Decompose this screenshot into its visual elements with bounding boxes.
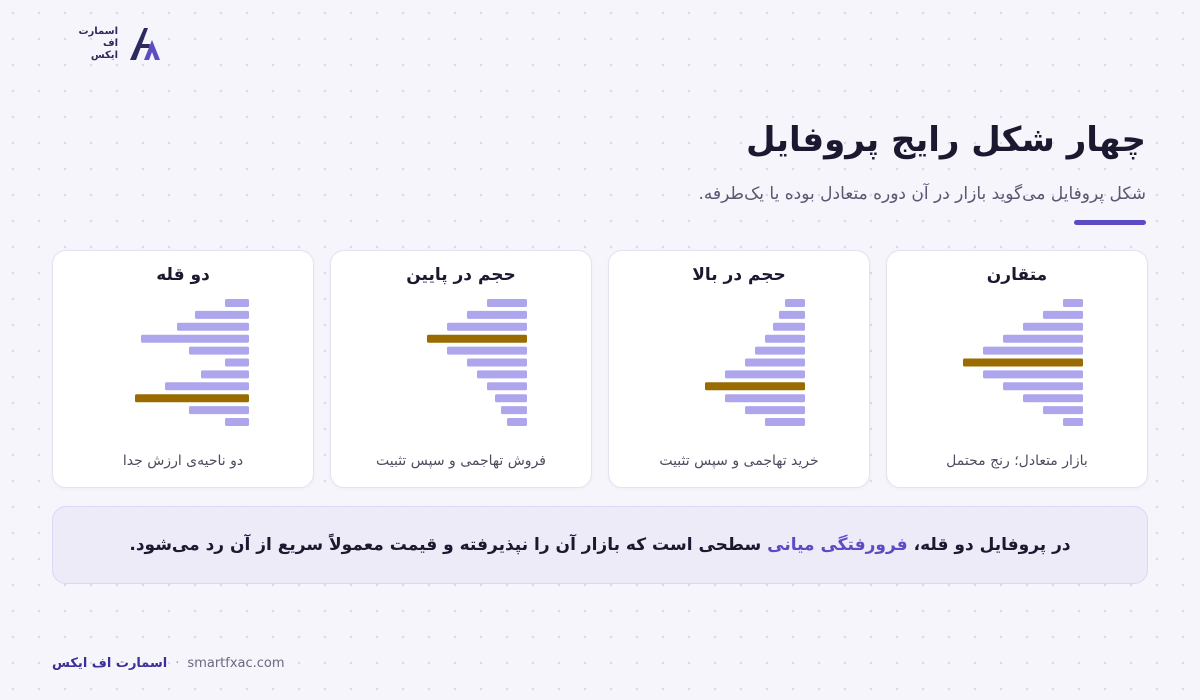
logo-wordmark: اسمارت اف ایکس bbox=[74, 26, 118, 62]
profile-bar bbox=[447, 322, 527, 331]
profile-bar bbox=[177, 322, 249, 331]
profile-bar-poc bbox=[705, 382, 805, 391]
profile-bar bbox=[495, 394, 527, 403]
profile-bar-poc bbox=[963, 358, 1083, 367]
card-caption: خرید تهاجمی و سپس تثبیت bbox=[659, 453, 819, 469]
profile-bar bbox=[755, 346, 805, 355]
brand-logo: اسمارت اف ایکس bbox=[74, 20, 174, 68]
logo-line-1: اسمارت bbox=[78, 26, 118, 37]
profile-bar bbox=[507, 418, 527, 426]
profile-bar bbox=[447, 346, 527, 355]
profile-chart bbox=[135, 299, 249, 426]
card-title: حجم در پایین bbox=[406, 265, 516, 285]
note-text: در پروفایل دو قله، فرورفتگی میانی سطحی ا… bbox=[129, 535, 1070, 555]
profile-bar bbox=[1023, 322, 1083, 331]
profile-bar bbox=[477, 370, 527, 379]
profile-bar bbox=[1003, 334, 1083, 343]
fx-logo-icon bbox=[130, 28, 160, 60]
profile-bar bbox=[779, 310, 805, 319]
footer: اسمارت اف ایکس · smartfxac.com bbox=[52, 656, 285, 671]
footer-site-link[interactable]: smartfxac.com bbox=[187, 656, 285, 671]
profile-bar bbox=[983, 346, 1083, 355]
profile-bar bbox=[225, 299, 249, 307]
profile-bar bbox=[1063, 299, 1083, 307]
footer-brand: اسمارت اف ایکس bbox=[52, 656, 168, 671]
profile-bar bbox=[725, 370, 805, 379]
profile-bar-poc bbox=[427, 334, 527, 343]
profile-chart bbox=[427, 299, 527, 426]
profile-bar bbox=[1023, 394, 1083, 403]
profile-bar bbox=[467, 310, 527, 319]
profile-bar bbox=[487, 382, 527, 391]
profile-bar bbox=[201, 370, 249, 379]
profile-bar bbox=[1043, 310, 1083, 319]
logo-line-2: اف bbox=[102, 38, 118, 49]
profile-bar bbox=[745, 358, 805, 367]
logo-line-3: ایکس bbox=[90, 50, 118, 61]
profile-chart bbox=[963, 299, 1083, 426]
profile-bar bbox=[165, 382, 249, 391]
profile-bar bbox=[501, 406, 527, 415]
profile-bar bbox=[189, 346, 249, 355]
card-title: متقارن bbox=[986, 265, 1048, 285]
profile-bar bbox=[725, 394, 805, 403]
profile-card-volume-bottom: حجم در پایین فروش تهاجمی و سپس تثبیت bbox=[330, 250, 592, 488]
card-caption: فروش تهاجمی و سپس تثبیت bbox=[376, 453, 546, 469]
profile-card-volume-top: حجم در بالا خرید تهاجمی و سپس تثبیت bbox=[608, 250, 870, 488]
footer-separator: · bbox=[175, 656, 180, 671]
card-title: حجم در بالا bbox=[692, 265, 786, 285]
profile-bar bbox=[225, 358, 249, 367]
card-caption: دو ناحیه‌ی ارزش جدا bbox=[122, 453, 244, 469]
profile-bar bbox=[467, 358, 527, 367]
title-accent-bar bbox=[1074, 220, 1146, 225]
note-after: سطحی است که بازار آن را نپذیرفته و قیمت … bbox=[129, 535, 768, 555]
profile-chart bbox=[705, 299, 805, 426]
profile-bar bbox=[983, 370, 1083, 379]
card-title: دو قله bbox=[156, 265, 210, 285]
info-note: در پروفایل دو قله، فرورفتگی میانی سطحی ا… bbox=[52, 506, 1148, 584]
profile-bar bbox=[189, 406, 249, 415]
profile-bar bbox=[1043, 406, 1083, 415]
profile-bar bbox=[785, 299, 805, 307]
profile-card-symmetric: متقارن بازار متعادل؛ رنج محتمل bbox=[886, 250, 1148, 488]
profile-bar bbox=[1003, 382, 1083, 391]
profile-bar bbox=[765, 418, 805, 426]
page-title: چهار شکل رایج پروفایل bbox=[745, 120, 1146, 160]
profile-bar bbox=[745, 406, 805, 415]
profile-bar bbox=[195, 310, 249, 319]
profile-bar bbox=[141, 334, 249, 343]
profile-bar bbox=[487, 299, 527, 307]
profile-bar bbox=[773, 322, 805, 331]
profile-bar bbox=[1063, 418, 1083, 426]
card-caption: بازار متعادل؛ رنج محتمل bbox=[946, 453, 1088, 469]
profile-bar bbox=[225, 418, 249, 426]
profile-bar bbox=[765, 334, 805, 343]
profile-card-double-peak: دو قله دو ناحیه‌ی ارزش جدا bbox=[52, 250, 314, 488]
page-subtitle: شکل پروفایل می‌گوید بازار در آن دوره متع… bbox=[698, 184, 1146, 204]
note-before: در پروفایل دو قله، bbox=[907, 535, 1071, 555]
note-highlight: فرورفتگی میانی bbox=[767, 535, 908, 555]
profile-bar-poc bbox=[135, 394, 249, 403]
